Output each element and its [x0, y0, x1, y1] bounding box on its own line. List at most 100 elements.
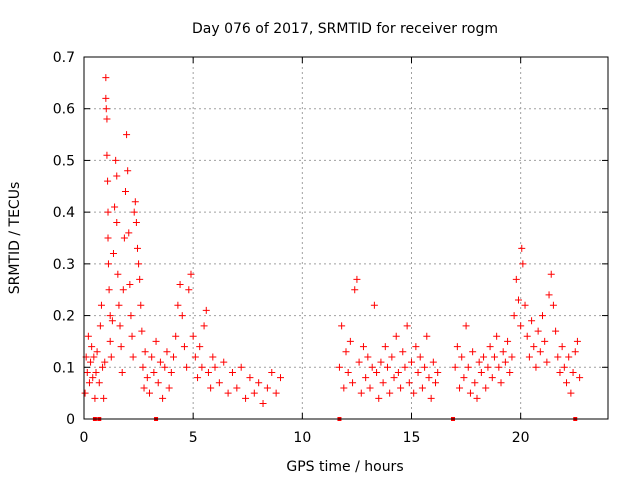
chart-title: Day 076 of 2017, SRMTID for receiver rog…	[192, 21, 498, 37]
data-point	[167, 368, 175, 376]
x-tick-label: 0	[80, 430, 89, 446]
data-point	[88, 343, 96, 351]
data-point	[456, 384, 464, 392]
data-point	[102, 94, 110, 102]
data-point	[204, 368, 212, 376]
data-point	[103, 115, 111, 123]
data-point	[129, 353, 137, 361]
data-point	[272, 389, 280, 397]
data-point	[482, 384, 490, 392]
data-point	[536, 348, 544, 356]
data-point	[136, 275, 144, 283]
data-point	[116, 322, 124, 330]
data-point	[209, 353, 217, 361]
data-point	[178, 312, 186, 320]
data-point	[185, 286, 193, 294]
data-point	[340, 384, 348, 392]
data-point	[480, 353, 488, 361]
plot-frame	[83, 56, 609, 420]
data-point	[427, 394, 435, 402]
data-point	[108, 317, 116, 325]
x-tick-label: 10	[293, 430, 311, 446]
data-point	[132, 218, 140, 226]
data-point	[563, 379, 571, 387]
data-point	[100, 394, 108, 402]
data-point	[128, 332, 136, 340]
data-point	[381, 343, 389, 351]
data-point	[554, 353, 562, 361]
data-point	[255, 379, 263, 387]
data-point	[106, 312, 114, 320]
data-point	[429, 358, 437, 366]
data-point	[394, 368, 402, 376]
data-point	[523, 332, 531, 340]
data-point	[460, 374, 468, 382]
data-point	[268, 368, 276, 376]
data-point	[379, 379, 387, 387]
data-point	[368, 363, 376, 371]
data-point	[165, 384, 173, 392]
data-point	[104, 234, 112, 242]
data-point	[386, 389, 394, 397]
y-tick-label: 0.2	[53, 309, 75, 325]
data-point	[277, 374, 284, 382]
data-point	[493, 332, 501, 340]
data-point	[397, 384, 405, 392]
data-point	[477, 368, 485, 376]
data-point	[375, 394, 383, 402]
grid-lines	[84, 57, 608, 419]
data-point	[259, 399, 267, 407]
data-point	[462, 322, 470, 330]
data-point	[451, 363, 459, 371]
data-point	[196, 343, 204, 351]
data-point	[539, 312, 546, 320]
data-point	[183, 363, 191, 371]
data-point	[246, 374, 254, 382]
y-axis-label: SRMTID / TECUs	[7, 182, 23, 295]
data-point	[359, 343, 367, 351]
data-point	[159, 394, 167, 402]
data-point	[556, 368, 564, 376]
data-point	[471, 379, 479, 387]
data-point	[355, 358, 363, 366]
data-point	[163, 348, 171, 356]
data-point	[250, 389, 258, 397]
data-point	[198, 363, 206, 371]
axis-ticks: 0 0.1 0.2 0.3 0.4 0.5 0.6 0.7 0 5 10 15 20	[53, 50, 608, 446]
data-point	[154, 379, 162, 387]
data-point	[552, 327, 560, 335]
data-points	[81, 74, 584, 407]
y-tick-label: 0.3	[53, 257, 75, 273]
data-point	[434, 368, 442, 376]
data-point	[499, 348, 507, 356]
data-point	[521, 301, 529, 309]
data-point	[207, 384, 215, 392]
data-point	[543, 358, 551, 366]
data-point	[401, 363, 409, 371]
data-point	[104, 260, 112, 268]
data-point	[104, 208, 112, 216]
data-point	[534, 327, 542, 335]
data-point	[109, 250, 117, 258]
data-point	[84, 332, 92, 340]
data-point	[414, 368, 422, 376]
data-point	[172, 332, 180, 340]
x-tick-label: 15	[403, 430, 421, 446]
data-point	[432, 379, 440, 387]
data-point	[114, 270, 122, 278]
data-point	[130, 208, 138, 216]
data-point	[102, 105, 110, 113]
data-point	[194, 374, 202, 382]
data-point	[512, 275, 520, 283]
data-point	[146, 389, 153, 397]
data-point	[103, 151, 111, 159]
data-point	[469, 348, 477, 356]
data-point	[107, 353, 115, 361]
data-point	[421, 363, 429, 371]
data-point	[541, 337, 549, 345]
data-point	[346, 337, 354, 345]
data-point	[357, 389, 365, 397]
data-point	[508, 353, 516, 361]
data-point	[518, 244, 526, 252]
